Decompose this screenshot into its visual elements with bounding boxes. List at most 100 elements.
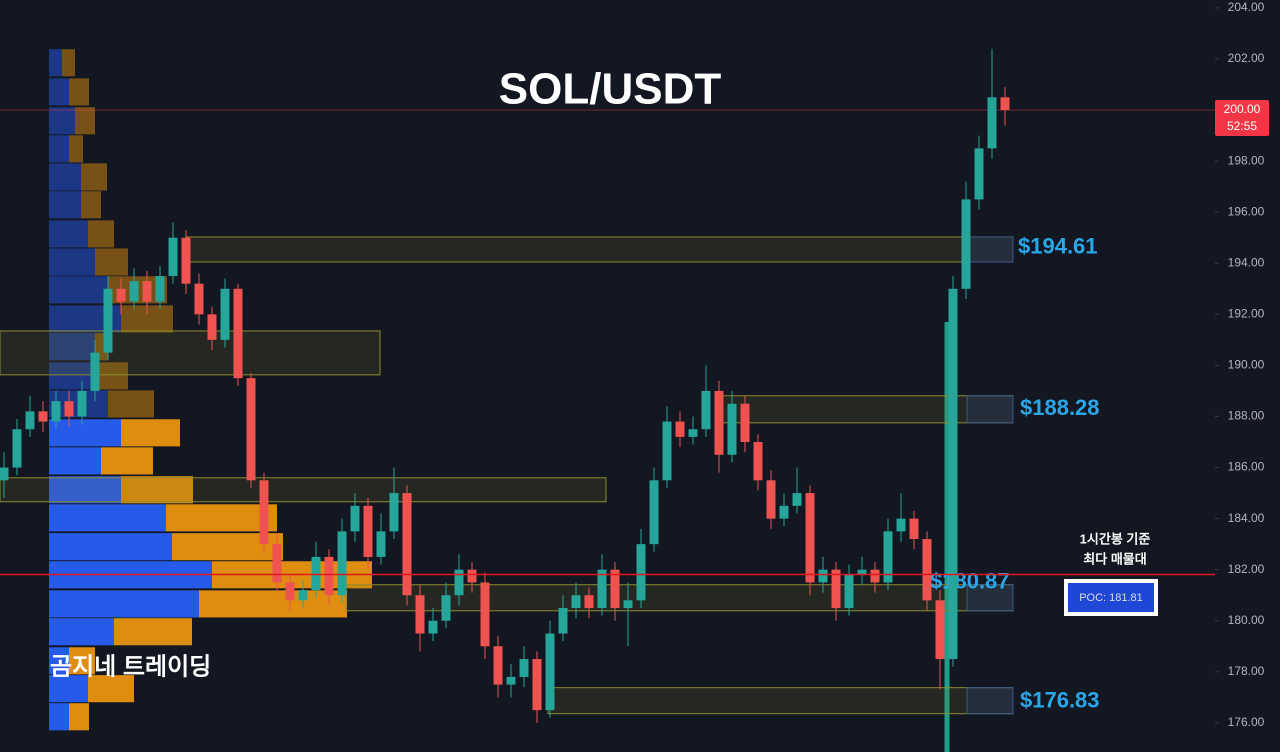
candle-body [0,467,9,481]
volume-buy-bar [49,333,95,361]
candle-body [636,544,646,601]
candle-body [740,403,750,443]
poc-note: 최다 매물대 [1083,551,1146,566]
candle-body [142,281,152,302]
candle-body [428,620,438,634]
y-tick-label: 204.00 [1228,0,1265,14]
poc-note: 1시간봉 기준 [1080,531,1151,546]
volume-sell-bar [108,390,154,418]
volume-sell-bar [121,476,193,504]
volume-buy-bar [49,675,88,703]
candle-body [493,646,503,685]
candle-body [350,505,360,532]
last-price-badge [1215,100,1269,137]
volume-sell-bar [121,419,180,447]
volume-buy-bar [49,107,75,135]
last-price-label: 200.00 [1224,102,1261,116]
candle-body [298,590,308,601]
candle-body [727,403,737,455]
volume-sell-bar [75,107,95,135]
y-tick-label: 198.00 [1228,153,1265,167]
zone [719,395,1014,424]
volume-sell-bar [166,504,277,532]
candle-body [987,97,997,149]
y-tick-label: 178.00 [1228,664,1265,678]
y-tick-label: 184.00 [1228,511,1265,525]
y-tick-label: 194.00 [1228,255,1265,269]
candle-body [753,442,763,481]
volume-sell-bar [114,618,192,646]
volume-sell-bar [95,362,128,390]
volume-buy-bar [49,276,108,304]
countdown: 52:55 [1227,119,1257,133]
zone-end-box [966,687,1014,715]
candle-body [337,531,347,596]
candle-body [155,276,165,302]
candle-body [870,569,880,583]
candle-body [831,569,841,608]
candle-body [818,569,828,583]
candle-body [623,600,633,608]
volume-buy-bar [49,419,121,447]
y-tick-label: 182.00 [1228,562,1265,576]
candle-body [688,429,698,437]
candle-body [935,600,945,660]
volume-buy-bar [49,362,95,390]
volume-sell-bar [69,135,83,163]
watermark: 곰지네 트레이딩 [50,653,211,680]
volume-buy-bar [49,49,62,77]
candle-body [701,390,711,430]
candle-body [779,505,789,519]
volume-buy-bar [49,248,95,276]
volume-buy-bar [49,533,172,561]
volume-buy-bar [49,220,88,248]
y-tick-label: 188.00 [1228,409,1265,423]
candle-body [181,237,191,284]
poc-label: POC: 181.81 [1079,592,1143,604]
candle-body [376,531,386,557]
candle-body [272,544,282,583]
volume-sell-bar [81,191,101,219]
candle-body [12,429,22,468]
volume-sell-bar [95,248,128,276]
zone-label: $194.61 [1018,234,1098,259]
candle-body [857,569,867,575]
zone-end-box [966,236,1014,263]
volume-buy-bar [49,135,69,163]
candle-body [25,411,35,430]
volume-buy-bar [49,476,121,504]
zone [0,330,381,376]
candle-body [64,401,74,417]
candle-body [480,582,490,647]
candle-body [519,659,529,677]
zone [0,477,607,503]
volume-sell-bar [69,647,95,675]
volume-buy-bar [49,191,81,219]
candle-body [844,574,854,608]
candle-body [324,556,334,596]
volume-sell-bar [88,675,134,703]
candle-body [766,480,776,519]
candle-body [415,595,425,634]
poc-box [1068,583,1154,612]
candle-body [649,480,659,545]
zone-end-box [966,395,1014,424]
candle-body [116,288,126,302]
volume-sell-bar [81,163,107,191]
candle-body [233,288,243,379]
candle-body [571,595,581,608]
volume-buy-bar [49,647,69,675]
candle-body [207,314,217,340]
candle-body [38,411,48,422]
candle-body [532,659,542,711]
y-tick-label: 176.00 [1228,715,1265,729]
candle-body [506,676,516,685]
candle-body [1000,97,1010,111]
zone-end-box [966,584,1014,612]
zone [547,687,1014,715]
volume-buy-bar [49,447,101,475]
candle-body [51,401,61,422]
chart-title: SOL/USDT [499,65,722,114]
candle-body [285,582,295,601]
